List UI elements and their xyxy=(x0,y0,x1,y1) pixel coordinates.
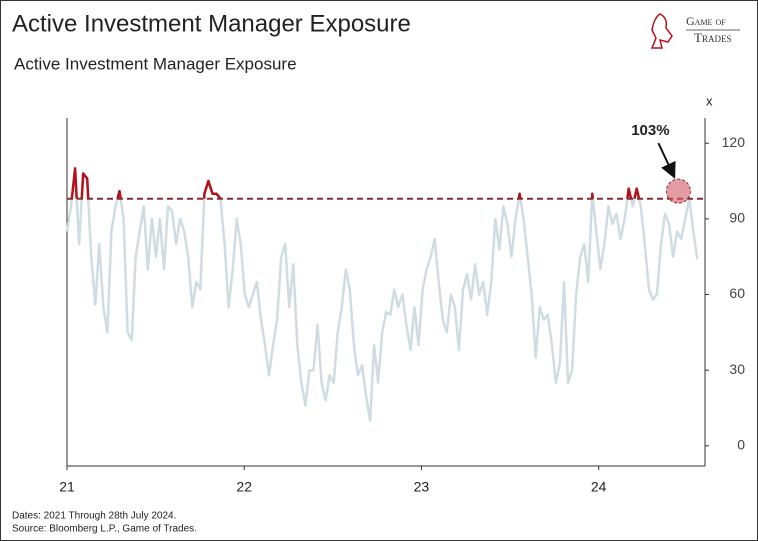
annotation-arrow xyxy=(657,142,676,179)
x-tick-label: 21 xyxy=(59,479,75,495)
logo: Game of Trades xyxy=(650,13,740,49)
annotation-marker xyxy=(665,178,691,204)
logo-icon xyxy=(650,13,673,49)
annotation-text: 103% xyxy=(631,122,669,139)
y-tick-label: 0 xyxy=(737,437,745,453)
x-tick-label: 22 xyxy=(236,479,252,495)
chart-title: Active Investment Manager Exposure xyxy=(14,54,297,73)
y-tick-label: 30 xyxy=(729,361,745,377)
footnote: Dates: 2021 Through 28th July 2024. xyxy=(12,511,176,522)
x-tick-label: 23 xyxy=(414,479,430,495)
logo-text: Game of xyxy=(686,14,726,28)
y-tick-label: 90 xyxy=(729,210,745,226)
y-tick-label: 60 xyxy=(729,285,745,301)
line-highlight xyxy=(70,167,691,199)
page-title: Active Investment Manager Exposure xyxy=(12,10,411,37)
y-axis-label: x xyxy=(706,93,713,108)
y-tick-label: 120 xyxy=(722,134,746,150)
logo-text: Trades xyxy=(694,30,731,45)
x-tick-label: 24 xyxy=(591,479,607,495)
footnote: Source: Bloomberg L.P., Game of Trades. xyxy=(12,524,197,535)
